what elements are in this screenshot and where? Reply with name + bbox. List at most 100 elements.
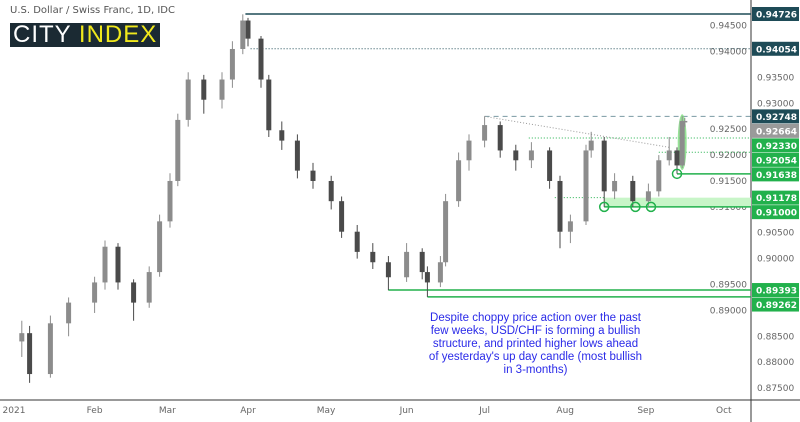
candle-body xyxy=(456,160,462,202)
candle-body xyxy=(419,251,425,273)
candle-body xyxy=(266,79,272,131)
candle xyxy=(245,17,251,47)
y-tick-label: 0.94500 xyxy=(710,22,747,32)
candle xyxy=(92,276,98,313)
candle xyxy=(679,116,685,169)
x-tick-label: 2021 xyxy=(3,406,26,416)
candle xyxy=(328,175,334,210)
higher-low-circle xyxy=(671,168,683,180)
candle-body xyxy=(404,251,410,278)
price-tag-label: 0.92664 xyxy=(756,127,797,137)
candle-body xyxy=(567,221,573,232)
candle xyxy=(419,248,425,280)
price-tag-label: 0.92330 xyxy=(756,142,797,152)
y-tick-label: 0.93000 xyxy=(757,99,794,109)
candle xyxy=(157,214,163,277)
price-tag-label: 0.89262 xyxy=(756,301,797,311)
candle-body xyxy=(612,180,618,192)
candle-body xyxy=(201,79,207,100)
candle xyxy=(370,243,376,269)
x-tick-label: Sep xyxy=(637,406,654,416)
price-tag xyxy=(752,190,799,205)
candle-body xyxy=(679,120,685,166)
x-tick-label: Apr xyxy=(240,406,256,416)
candle-body xyxy=(157,221,163,273)
candle xyxy=(583,144,589,225)
logo-city: CITY xyxy=(13,21,72,48)
candle xyxy=(656,155,662,197)
candle-body xyxy=(385,262,391,278)
candle-body xyxy=(131,282,137,303)
price-tag xyxy=(752,109,799,124)
candle-body xyxy=(354,231,360,252)
candle xyxy=(497,121,503,158)
price-tag xyxy=(752,152,799,167)
candle xyxy=(482,116,488,148)
candle-body xyxy=(656,160,662,192)
candle-body xyxy=(513,150,519,161)
candle-body xyxy=(645,191,651,202)
candle xyxy=(131,279,137,321)
candle xyxy=(630,175,636,207)
candle xyxy=(666,136,672,166)
candle-body xyxy=(27,333,33,375)
candle-body xyxy=(19,333,25,342)
candle-body xyxy=(240,20,246,49)
candle-body xyxy=(674,150,680,166)
price-tag-label: 0.92748 xyxy=(756,113,797,123)
candle-body xyxy=(219,79,225,100)
price-tag-label: 0.91000 xyxy=(756,209,797,219)
candle xyxy=(294,134,300,179)
candle-body xyxy=(92,282,98,303)
price-tag xyxy=(752,7,799,22)
candle xyxy=(466,134,472,171)
candle-body xyxy=(279,130,285,141)
candle-body xyxy=(630,180,636,202)
candle-body xyxy=(339,201,345,232)
y-tick-label: 0.89500 xyxy=(710,281,747,291)
support-zone xyxy=(604,197,751,207)
x-tick-label: May xyxy=(317,406,336,416)
price-tag-label: 0.91178 xyxy=(756,194,797,204)
y-tick-label: 0.94000 xyxy=(710,48,747,58)
candle-body xyxy=(588,140,594,151)
candle xyxy=(601,136,607,207)
city-index-logo: CITY INDEX xyxy=(10,21,161,48)
higher-low-circle xyxy=(630,201,641,213)
annotation-text: Despite choppy price action over the pas… xyxy=(428,312,643,376)
price-tag xyxy=(752,283,799,298)
candle xyxy=(115,243,121,290)
y-tick-label: 0.87500 xyxy=(757,384,794,394)
higher-low-circle xyxy=(598,201,610,213)
candle-body xyxy=(47,323,53,375)
candle xyxy=(19,320,25,357)
candle xyxy=(424,266,430,297)
candle-body xyxy=(245,20,251,39)
candle-body xyxy=(229,48,235,80)
candle xyxy=(258,36,264,88)
logo-index: INDEX xyxy=(78,21,158,48)
candle xyxy=(354,224,360,259)
y-tick-label: 0.89000 xyxy=(710,306,747,316)
y-tick-label: 0.91000 xyxy=(710,203,747,213)
y-tick-label: 0.92000 xyxy=(710,151,747,161)
candle-body xyxy=(66,302,72,324)
candle xyxy=(513,144,519,171)
candle-body xyxy=(443,201,449,263)
price-tag-label: 0.92054 xyxy=(756,156,797,166)
price-tag-label: 0.89393 xyxy=(756,287,797,297)
candle xyxy=(456,152,462,207)
y-tick-label: 0.91500 xyxy=(710,177,747,187)
trendline xyxy=(484,115,670,148)
price-tag xyxy=(752,167,799,182)
y-tick-label: 0.88000 xyxy=(757,358,794,368)
candle xyxy=(175,113,181,187)
candle xyxy=(66,297,72,337)
candle-body xyxy=(370,251,376,263)
candle-body xyxy=(146,272,152,303)
candle xyxy=(185,72,191,127)
y-tick-label: 0.90000 xyxy=(757,255,794,265)
candle xyxy=(240,14,246,55)
price-tag-label: 0.94726 xyxy=(756,11,797,21)
